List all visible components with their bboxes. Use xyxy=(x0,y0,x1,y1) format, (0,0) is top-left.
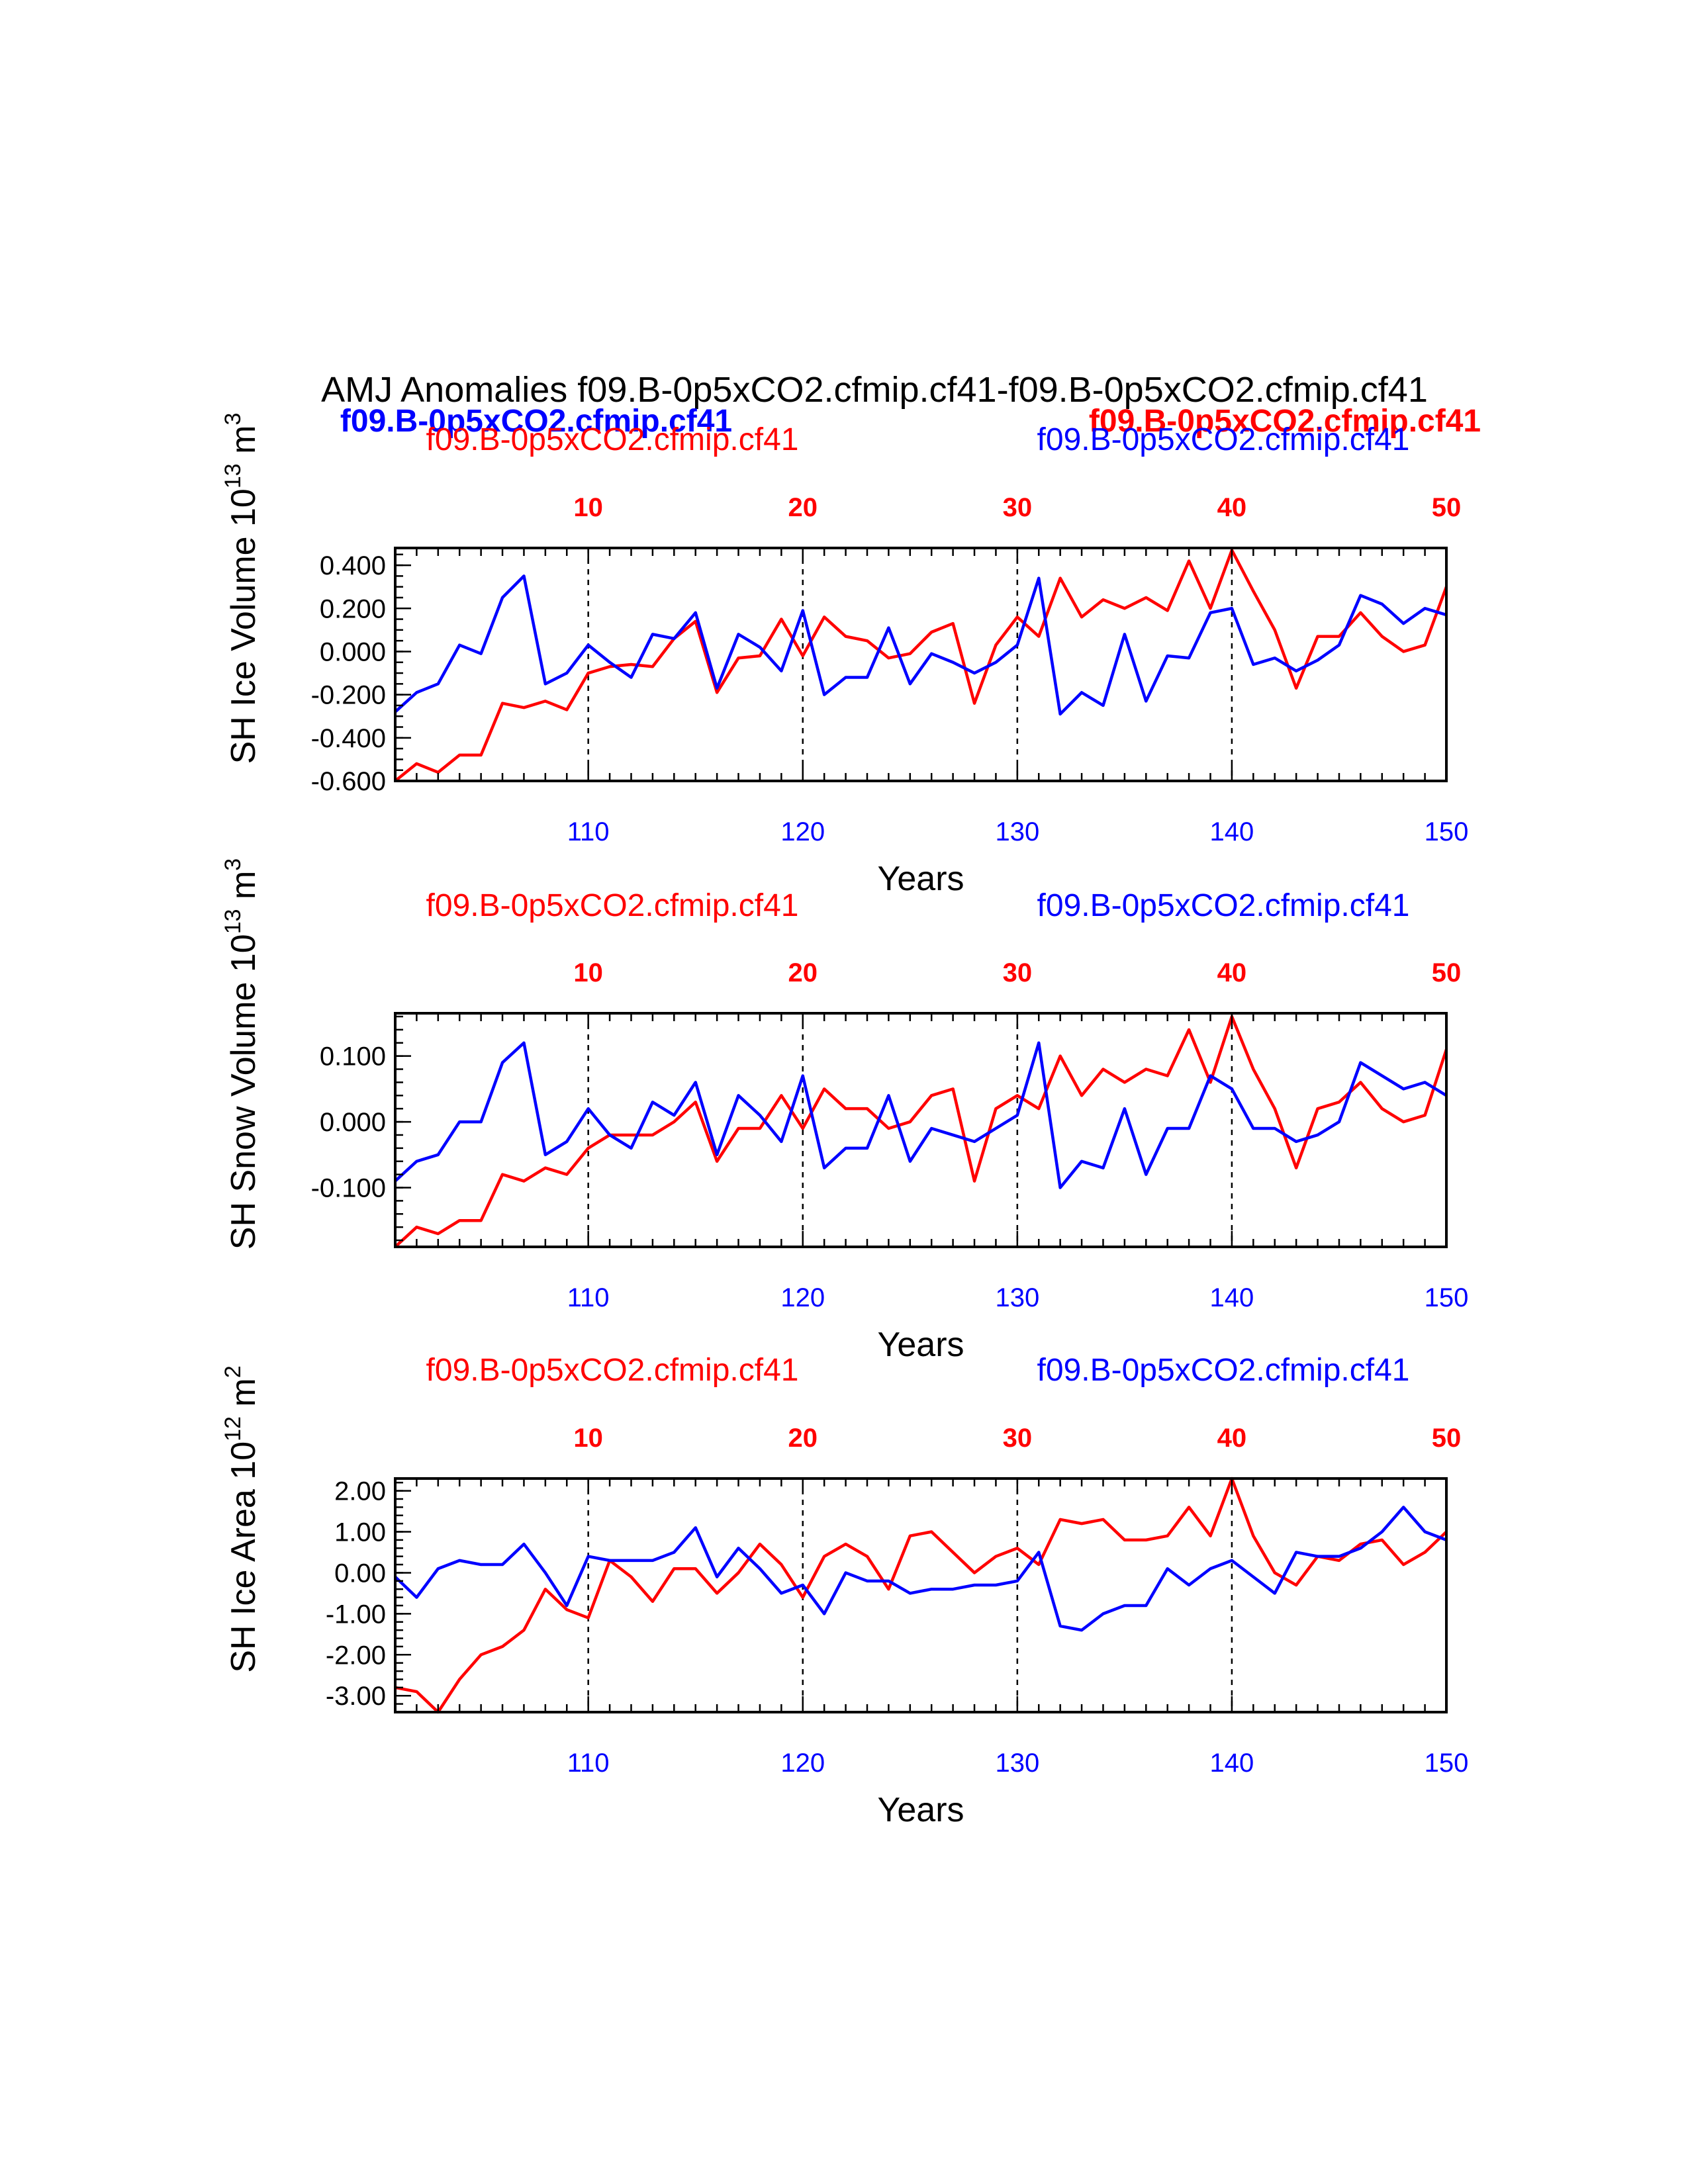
x-tick-label-bottom: 150 xyxy=(1425,1283,1469,1312)
x-tick-label-top: 40 xyxy=(1217,1424,1247,1453)
x-tick-label-bottom: 140 xyxy=(1210,817,1254,846)
x-tick-label-bottom: 110 xyxy=(567,1283,610,1312)
x-tick-label-bottom: 110 xyxy=(567,817,610,846)
series-line-blue xyxy=(394,1506,1447,1632)
top-left-label: f09.B-0p5xCO2.cfmip.cf41 xyxy=(426,422,799,457)
x-tick-label-top: 50 xyxy=(1432,1424,1462,1453)
y-tick-label: 0.000 xyxy=(320,1108,386,1137)
plot-frame xyxy=(394,1012,1448,1248)
y-tick-label: -0.100 xyxy=(311,1174,386,1203)
y-tick-label: 0.000 xyxy=(320,637,386,666)
y-tick-label: -0.600 xyxy=(311,767,386,796)
chart-panel-1: f09.B-0p5xCO2.cfmip.cf41 f09.B-0p5xCO2.cf… xyxy=(220,413,1468,898)
y-tick-label: -2.00 xyxy=(326,1641,386,1670)
series-line-blue xyxy=(394,574,1447,716)
x-tick-label-bottom: 130 xyxy=(995,817,1039,846)
y-axis-title-part: m xyxy=(224,871,263,909)
y-tick-label: 2.00 xyxy=(334,1477,386,1506)
x-tick-label-bottom: 120 xyxy=(780,817,825,846)
y-axis-title-part: 3 xyxy=(220,858,246,871)
series-line-red xyxy=(394,1015,1448,1248)
x-tick-label-top: 30 xyxy=(1003,493,1033,522)
y-axis-title-part: 2 xyxy=(220,1365,246,1378)
legend-blue-bold: f09.B-0p5xCO2.cfmip.cf41 xyxy=(340,404,732,439)
top-left-label: f09.B-0p5xCO2.cfmip.cf41 xyxy=(426,888,799,923)
y-axis-title-part: 12 xyxy=(220,1416,246,1441)
y-axis-title-part: 3 xyxy=(220,413,246,426)
x-tick-label-top: 50 xyxy=(1432,958,1462,987)
top-left-label: f09.B-0p5xCO2.cfmip.cf41 xyxy=(426,1353,799,1388)
x-tick-label-top: 20 xyxy=(788,493,818,522)
y-tick-label: -3.00 xyxy=(326,1682,386,1711)
top-right-label: f09.B-0p5xCO2.cfmip.cf41 xyxy=(1037,1353,1410,1388)
y-tick-label: -0.200 xyxy=(311,681,386,710)
y-axis-title-part: 13 xyxy=(220,463,246,488)
y-axis-title-part: SH Ice Area 10 xyxy=(224,1441,263,1673)
x-tick-label-bottom: 140 xyxy=(1210,1283,1254,1312)
y-axis-title: SH Ice Volume 1013 m3 xyxy=(220,413,263,764)
plot-frame xyxy=(394,1477,1448,1713)
x-tick-label-bottom: 150 xyxy=(1425,1749,1469,1778)
x-tick-label-top: 30 xyxy=(1003,1424,1033,1453)
x-tick-label-top: 10 xyxy=(573,1424,603,1453)
main-title: AMJ Anomalies f09.B-0p5xCO2.cfmip.cf41-f… xyxy=(321,370,1428,410)
chart-panels: f09.B-0p5xCO2.cfmip.cf41 f09.B-0p5xCO2.cf… xyxy=(220,413,1468,1829)
x-axis-title: Years xyxy=(877,1791,964,1829)
series-line-blue xyxy=(394,1041,1448,1189)
x-tick-label-top: 10 xyxy=(573,493,603,522)
top-right-label: f09.B-0p5xCO2.cfmip.cf41 xyxy=(1037,888,1410,923)
series-line-red xyxy=(394,549,1448,782)
y-axis-title: SH Snow Volume 1013 m3 xyxy=(220,858,263,1250)
x-tick-label-top: 10 xyxy=(573,958,603,987)
x-tick-label-top: 40 xyxy=(1217,958,1247,987)
x-tick-label-top: 20 xyxy=(788,1424,818,1453)
y-tick-label: -1.00 xyxy=(326,1600,386,1629)
y-tick-label: 0.200 xyxy=(320,594,386,623)
y-axis-title-part: SH Ice Volume 10 xyxy=(224,488,263,764)
x-axis-title: Years xyxy=(877,1326,964,1364)
x-tick-label-top: 30 xyxy=(1003,958,1033,987)
y-tick-label: 0.400 xyxy=(320,551,386,580)
y-tick-label: 0.00 xyxy=(334,1559,386,1588)
x-tick-label-bottom: 130 xyxy=(995,1749,1039,1778)
x-tick-label-bottom: 110 xyxy=(567,1749,610,1778)
x-tick-label-bottom: 150 xyxy=(1425,817,1469,846)
chart-panel-3: f09.B-0p5xCO2.cfmip.cf41 f09.B-0p5xCO2.cf… xyxy=(220,1353,1468,1829)
x-tick-label-bottom: 140 xyxy=(1210,1749,1254,1778)
y-axis-title-part: 13 xyxy=(220,909,246,934)
y-tick-label: -0.400 xyxy=(311,724,386,753)
x-tick-label-bottom: 120 xyxy=(780,1283,825,1312)
y-axis-title-part: SH Snow Volume 10 xyxy=(224,934,263,1250)
x-axis-title: Years xyxy=(877,860,964,898)
y-tick-label: 0.100 xyxy=(320,1042,386,1071)
x-tick-label-bottom: 120 xyxy=(780,1749,825,1778)
y-axis-title: SH Ice Area 1012 m2 xyxy=(220,1365,263,1672)
x-tick-label-top: 50 xyxy=(1432,493,1462,522)
chart-panel-2: f09.B-0p5xCO2.cfmip.cf41 f09.B-0p5xCO2.cf… xyxy=(220,858,1468,1364)
y-axis-title-part: m xyxy=(224,426,263,464)
x-tick-label-top: 40 xyxy=(1217,493,1247,522)
x-tick-label-bottom: 130 xyxy=(995,1283,1039,1312)
series-line-red xyxy=(395,1477,1448,1714)
legend-red-bold: f09.B-0p5xCO2.cfmip.cf41 xyxy=(1089,404,1481,439)
y-tick-label: 1.00 xyxy=(334,1518,386,1547)
top-right-label: f09.B-0p5xCO2.cfmip.cf41 xyxy=(1037,422,1410,457)
y-axis-title-part: m xyxy=(224,1378,263,1416)
plot-frame xyxy=(394,547,1448,782)
x-tick-label-top: 20 xyxy=(788,958,818,987)
